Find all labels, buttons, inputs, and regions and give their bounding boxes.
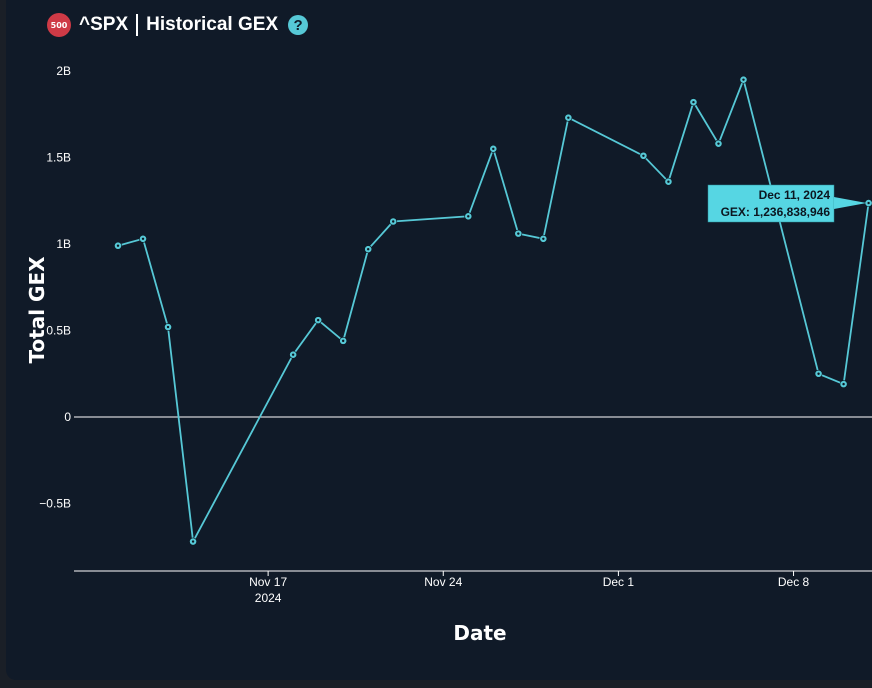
data-point-center: [667, 180, 670, 183]
gex-series-line: [117, 76, 870, 545]
data-point-center: [392, 220, 395, 223]
chart-panel: [6, 0, 872, 680]
chart-header: 500 ^SPX Historical GEX ?: [47, 12, 309, 38]
y-tick-label: 2B: [56, 64, 71, 78]
data-point-center: [867, 201, 870, 205]
hover-tooltip: Dec 11, 2024 GEX: 1,236,838,946: [707, 184, 867, 223]
index-badge: 500: [47, 13, 71, 37]
data-point-center: [817, 372, 820, 375]
y-tick-label: 0: [64, 410, 71, 424]
data-point-center: [492, 147, 495, 151]
chart-title: Historical GEX: [146, 14, 279, 35]
x-axis-title: Date: [453, 621, 506, 645]
x-tick-label: Dec 1: [603, 575, 635, 589]
tooltip-box: [707, 184, 835, 223]
question-circle-icon[interactable]: ?: [288, 15, 309, 35]
data-point-center: [141, 237, 145, 241]
data-point-center: [116, 244, 120, 247]
x-tick-label: Dec 8: [778, 575, 810, 589]
tooltip-date: Dec 11, 2024: [759, 188, 831, 202]
data-point-center: [291, 353, 295, 356]
data-point-center: [567, 116, 570, 119]
data-point-center: [542, 237, 545, 241]
tooltip-value: GEX: 1,236,838,946: [721, 205, 831, 219]
data-point-center: [517, 232, 520, 235]
tooltip-pointer: [834, 197, 867, 210]
data-point-center: [191, 540, 195, 543]
data-point-center: [166, 325, 170, 329]
gex-series: [114, 75, 872, 546]
data-point-center: [692, 100, 695, 104]
x-axis: Nov 17 2024 Nov 24 Dec 1 Dec 8: [74, 570, 872, 605]
data-point-center: [467, 215, 470, 218]
x-tick-label: Nov 24: [424, 575, 462, 589]
y-tick-label: 1.5B: [46, 151, 71, 165]
ticker-symbol: ^SPX: [79, 14, 129, 35]
y-axis: 2B 1.5B 1B 0.5B 0 −0.5B: [39, 64, 872, 511]
data-point-center: [742, 78, 745, 81]
x-tick-sublabel: 2024: [255, 591, 282, 605]
y-tick-label: −0.5B: [39, 497, 71, 511]
data-point-center: [842, 382, 845, 386]
data-point-center: [642, 154, 645, 157]
data-point-center: [341, 339, 345, 343]
y-tick-label: 1B: [56, 237, 71, 251]
data-point-center: [316, 318, 320, 322]
y-tick-label: 0.5B: [46, 324, 71, 338]
x-tick-label: Nov 17: [249, 575, 287, 589]
data-point-center: [717, 142, 720, 145]
y-axis-title: Total GEX: [25, 256, 49, 364]
data-point-center: [367, 247, 370, 251]
title-separator: [136, 14, 139, 36]
